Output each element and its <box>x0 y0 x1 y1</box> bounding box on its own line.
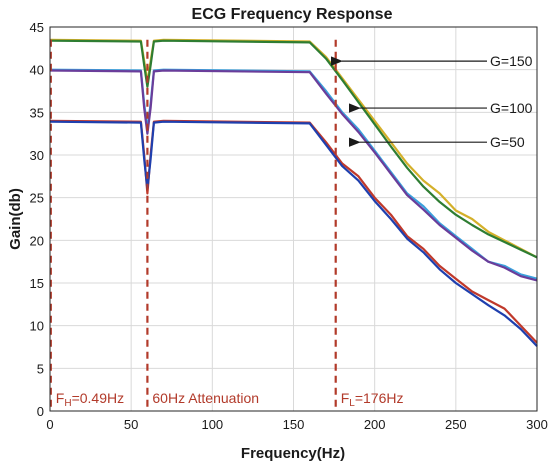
series-line-6 <box>49 120 538 347</box>
x-tick-label: 100 <box>201 417 223 432</box>
y-tick-label: 15 <box>30 276 44 291</box>
y-tick-label: 20 <box>30 233 44 248</box>
cutoff-label: 60Hz Attenuation <box>152 390 259 406</box>
gain-annotation-label: G=50 <box>490 134 525 150</box>
tick-labels: 0 50 100 150 200 250 300 0 5 10 15 20 25 30 35 40 45 <box>30 20 548 432</box>
plot-frame <box>49 26 538 412</box>
gain-annotation-label: G=150 <box>490 53 533 69</box>
x-axis-label: Frequency(Hz) <box>241 445 345 462</box>
y-tick-label: 0 <box>37 404 44 419</box>
cutoff-label: FH=0.49Hz <box>56 390 124 409</box>
y-tick-label: 25 <box>30 191 44 206</box>
y-tick-label: 45 <box>30 20 44 35</box>
gain-annotations: G=150 G=100 G=50 <box>330 53 533 150</box>
chart-title: ECG Frequency Response <box>192 6 393 23</box>
y-tick-label: 30 <box>30 148 44 163</box>
series-line-2 <box>49 39 538 259</box>
x-tick-label: 0 <box>46 417 53 432</box>
cutoff-lines: FH=0.49Hz 60Hz Attenuation FL=176Hz <box>49 39 404 411</box>
x-tick-label: 200 <box>364 417 386 432</box>
y-tick-label: 35 <box>30 105 44 120</box>
x-tick-label: 150 <box>283 417 305 432</box>
cutoff-label: FL=176Hz <box>341 390 404 409</box>
x-tick-label: 300 <box>526 417 548 432</box>
y-tick-label: 5 <box>37 361 44 376</box>
y-tick-label: 10 <box>30 319 44 334</box>
x-tick-label: 250 <box>445 417 467 432</box>
y-tick-label: 40 <box>30 63 44 78</box>
gain-annotation-label: G=100 <box>490 100 533 116</box>
x-tick-label: 50 <box>124 417 138 432</box>
y-axis-label: Gain(db) <box>7 188 24 250</box>
